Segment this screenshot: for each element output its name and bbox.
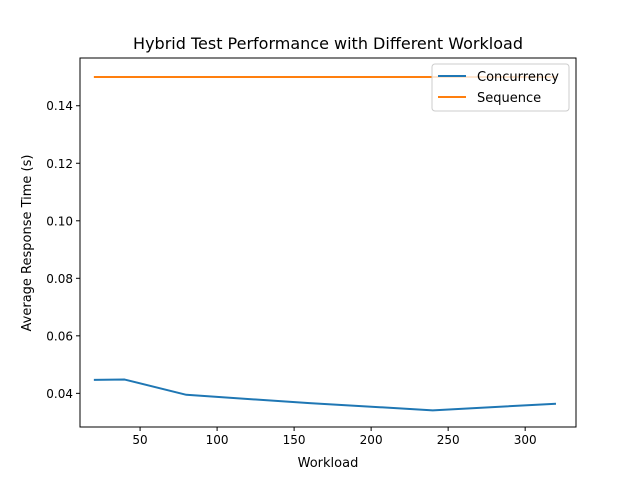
plot-area-frame bbox=[79, 57, 577, 428]
y-tick-label: 0.04 bbox=[46, 387, 73, 401]
series-layer bbox=[93, 75, 557, 412]
y-tick-label: 0.14 bbox=[46, 99, 73, 113]
y-axis-label: Average Response Time (s) bbox=[20, 155, 35, 332]
x-axis-label: Workload bbox=[298, 456, 359, 471]
y-tick-label: 0.08 bbox=[46, 272, 73, 286]
ticks-layer: 50 100 150 200 250 300 0.04 0.06 0.08 0.10 0.12 0.1… bbox=[46, 99, 536, 447]
y-tick-label: 0.12 bbox=[46, 157, 73, 171]
x-tick-label: 200 bbox=[360, 433, 383, 447]
y-tick-label: 0.10 bbox=[46, 214, 73, 228]
chart-legend: Concurrency Sequence bbox=[431, 63, 570, 112]
x-tick-label: 150 bbox=[283, 433, 306, 447]
series-line-concurrency bbox=[93, 378, 557, 412]
legend-label-sequence: Sequence bbox=[477, 91, 541, 106]
x-tick-label: 100 bbox=[206, 433, 229, 447]
legend-label-concurrency: Concurrency bbox=[477, 70, 559, 85]
x-tick-label: 250 bbox=[437, 433, 460, 447]
y-tick-label: 0.06 bbox=[46, 329, 73, 343]
chart-title: Hybrid Test Performance with Different W… bbox=[133, 34, 523, 53]
legend-box bbox=[431, 63, 570, 112]
x-tick-label: 50 bbox=[132, 433, 147, 447]
x-tick-label: 300 bbox=[514, 433, 537, 447]
